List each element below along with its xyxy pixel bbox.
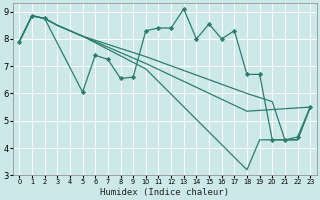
X-axis label: Humidex (Indice chaleur): Humidex (Indice chaleur) <box>100 188 229 197</box>
